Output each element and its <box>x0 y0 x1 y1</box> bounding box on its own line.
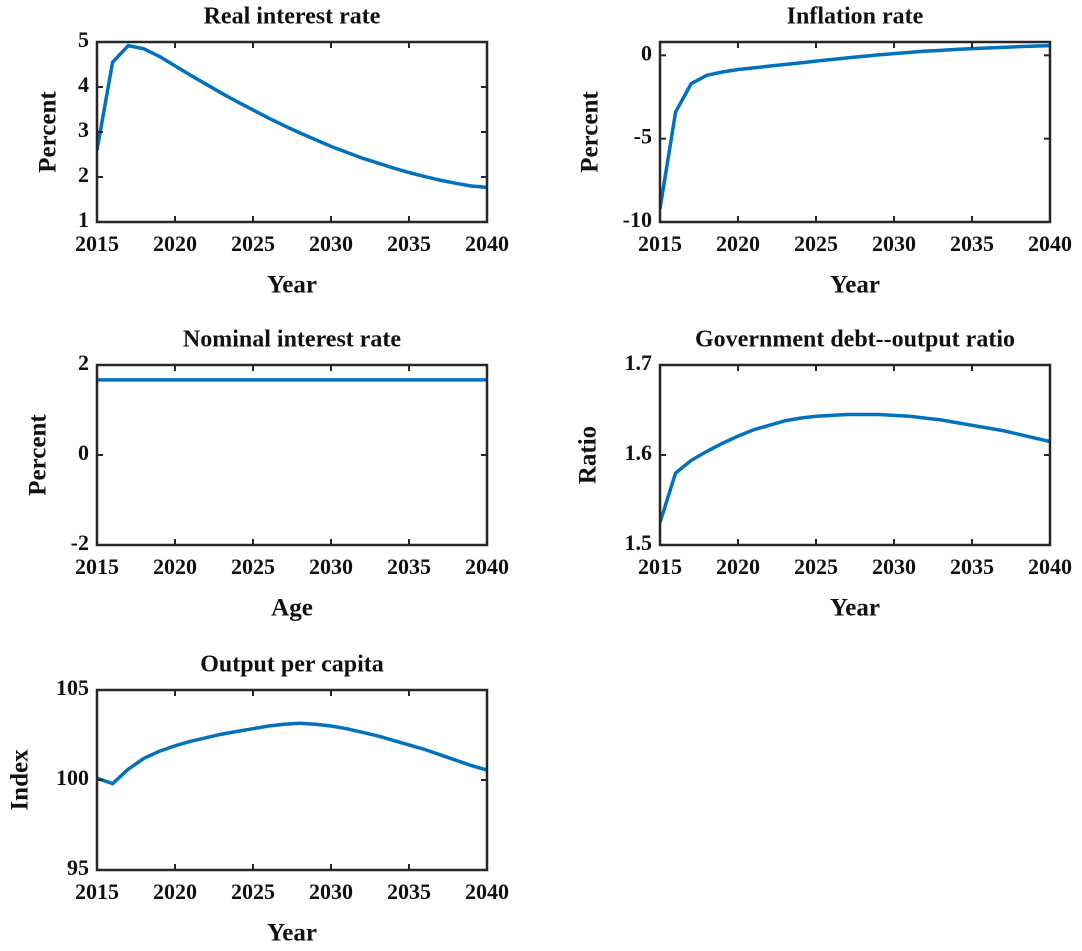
x-tick-label: 2020 <box>153 554 197 579</box>
y-tick-label: 5 <box>78 27 89 52</box>
x-tick-label: 2030 <box>872 231 916 256</box>
axes-box <box>95 40 489 224</box>
x-tick-label: 2020 <box>716 554 760 579</box>
x-tick-label: 2030 <box>872 554 916 579</box>
x-tick-label: 2025 <box>231 554 275 579</box>
data-line <box>97 43 487 190</box>
x-tick-label: 2015 <box>638 554 682 579</box>
subplot-title: Real interest rate <box>204 4 381 30</box>
x-tick-label: 2040 <box>465 879 509 904</box>
y-tick-label: 95 <box>67 855 89 880</box>
x-tick-label: 2025 <box>794 231 838 256</box>
plot-area <box>97 721 487 786</box>
subplot-title: Inflation rate <box>787 4 924 30</box>
y-tick-label: 1.7 <box>625 350 653 375</box>
y-tick-label: 2 <box>78 350 89 375</box>
y-tick-label: 100 <box>56 765 89 790</box>
data-line <box>660 43 1050 209</box>
y-tick-label: 1 <box>78 207 89 232</box>
x-axis-label: Year <box>830 272 880 299</box>
axes-box <box>95 688 489 872</box>
x-tick-label: 2025 <box>231 879 275 904</box>
x-tick-label: 2030 <box>309 554 353 579</box>
x-axis-label: Year <box>830 595 880 622</box>
x-tick-label: 2040 <box>1028 554 1072 579</box>
x-tick-label: 2030 <box>309 879 353 904</box>
axes-box <box>95 363 489 547</box>
x-tick-label: 2040 <box>1028 231 1072 256</box>
data-line <box>97 721 487 786</box>
x-tick-label: 2035 <box>387 879 431 904</box>
x-axis-label: Age <box>271 595 313 622</box>
subplot: 2015 2020 2025 2030 2035 2040 -2 0 2 Nominal inte… <box>25 327 509 622</box>
x-tick-label: 2020 <box>716 231 760 256</box>
subplot-title: Output per capita <box>200 652 384 678</box>
subplot: 2015 2020 2025 2030 2035 2040 1.5 1.6 1.7 Governm… <box>575 327 1072 622</box>
plot-area <box>97 43 487 190</box>
x-tick-label: 2035 <box>387 554 431 579</box>
x-tick-label: 2035 <box>387 231 431 256</box>
plot-area <box>660 43 1050 209</box>
y-axis-label: Index <box>7 749 34 811</box>
x-tick-label: 2030 <box>309 231 353 256</box>
y-tick-label: 0 <box>641 40 652 65</box>
y-tick-label: 4 <box>78 72 89 97</box>
y-tick-label: -5 <box>634 124 652 149</box>
subplot-title: Nominal interest rate <box>183 327 402 353</box>
x-tick-label: 2040 <box>465 554 509 579</box>
y-tick-label: -10 <box>623 207 652 232</box>
axes-box <box>658 40 1052 224</box>
subplot: 2015 2020 2025 2030 2035 2040 95 100 105 Output p… <box>7 652 509 947</box>
y-axis-label: Percent <box>577 91 604 173</box>
x-tick-label: 2035 <box>950 231 994 256</box>
x-axis-label: Year <box>267 920 317 947</box>
subplot-title: Government debt--output ratio <box>695 327 1015 353</box>
y-tick-label: 3 <box>78 117 89 142</box>
x-tick-label: 2015 <box>75 879 119 904</box>
x-axis-label: Year <box>267 272 317 299</box>
x-tick-label: 2020 <box>153 879 197 904</box>
x-tick-label: 2015 <box>75 554 119 579</box>
x-tick-label: 2015 <box>638 231 682 256</box>
x-tick-label: 2035 <box>950 554 994 579</box>
y-axis-label: Percent <box>35 91 62 173</box>
subplot: 2015 2020 2025 2030 2035 2040 1 2 3 4 5 Real intere… <box>35 4 509 299</box>
data-line <box>660 412 1050 524</box>
y-tick-label: 105 <box>56 675 89 700</box>
y-tick-label: 0 <box>78 440 89 465</box>
y-tick-label: 1.6 <box>625 440 653 465</box>
y-tick-label: 2 <box>78 162 89 187</box>
x-tick-label: 2020 <box>153 231 197 256</box>
x-tick-label: 2015 <box>75 231 119 256</box>
x-tick-label: 2025 <box>794 554 838 579</box>
plot-area <box>660 412 1050 524</box>
subplot: 2015 2020 2025 2030 2035 2040 -10 -5 0 Inflation … <box>577 4 1072 299</box>
y-tick-label: -2 <box>71 530 89 555</box>
y-axis-label: Percent <box>25 414 52 496</box>
y-tick-label: 1.5 <box>625 530 653 555</box>
x-tick-label: 2040 <box>465 231 509 256</box>
axes-box <box>658 363 1052 547</box>
y-axis-label: Ratio <box>575 426 602 484</box>
x-tick-label: 2025 <box>231 231 275 256</box>
